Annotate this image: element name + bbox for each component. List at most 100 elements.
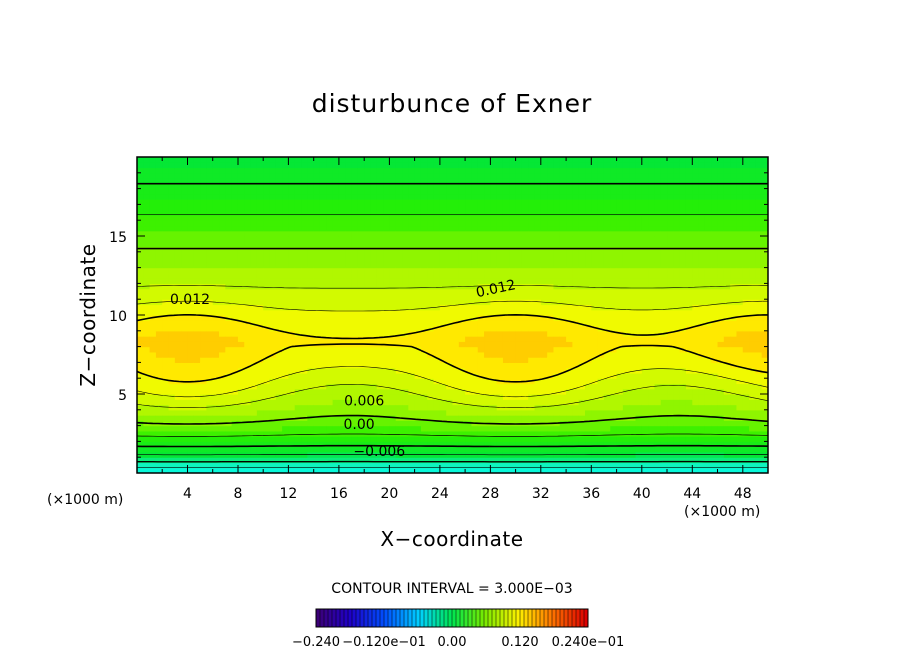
heatmap-cell: [212, 436, 220, 442]
heatmap-cell: [364, 225, 372, 232]
heatmap-cell: [187, 278, 195, 284]
heatmap-cell: [364, 383, 372, 390]
heatmap-cell: [521, 172, 529, 179]
heatmap-cell: [597, 278, 605, 284]
heatmap-cell: [547, 367, 555, 374]
heatmap-cell: [648, 272, 656, 279]
heatmap-cell: [294, 214, 302, 221]
heatmap-cell: [641, 462, 649, 469]
heatmap-cell: [395, 299, 403, 306]
heatmap-cell: [591, 362, 599, 369]
heatmap-cell: [616, 457, 624, 464]
heatmap-cell: [433, 278, 441, 284]
heatmap-cell: [351, 193, 359, 200]
heatmap-cell: [256, 394, 264, 400]
heatmap-cell: [307, 241, 315, 248]
heatmap-cell: [376, 320, 384, 327]
heatmap-cell: [591, 315, 599, 321]
heatmap-cell: [484, 172, 491, 179]
heatmap-cell: [250, 315, 258, 321]
heatmap-cell: [414, 246, 422, 253]
heatmap-cell: [256, 225, 264, 232]
heatmap-cell: [187, 430, 195, 437]
heatmap-cell: [193, 167, 201, 174]
heatmap-cell: [376, 372, 384, 379]
heatmap-cell: [528, 372, 536, 379]
heatmap-cell: [269, 425, 277, 432]
heatmap-cell: [351, 278, 359, 284]
heatmap-cell: [515, 409, 523, 416]
heatmap-cell: [414, 188, 422, 195]
heatmap-cell: [408, 420, 416, 427]
heatmap-cell: [534, 293, 542, 300]
heatmap-cell: [616, 346, 624, 353]
heatmap-cell: [641, 220, 649, 227]
heatmap-cell: [313, 378, 321, 385]
heatmap-cell: [641, 336, 649, 342]
heatmap-cell: [383, 272, 390, 279]
heatmap-cell: [566, 278, 573, 284]
heatmap-cell: [496, 172, 504, 179]
heatmap-cell: [427, 367, 435, 374]
heatmap-cell: [149, 193, 157, 200]
heatmap-cell: [313, 320, 321, 327]
heatmap-cell: [496, 409, 504, 416]
heatmap-cell: [212, 288, 220, 295]
heatmap-cell: [332, 309, 340, 316]
heatmap-cell: [433, 162, 441, 169]
heatmap-cell: [301, 351, 308, 358]
heatmap-cell: [395, 315, 403, 321]
heatmap-cell: [540, 378, 548, 385]
heatmap-cell: [181, 409, 189, 416]
heatmap-cell: [364, 193, 372, 200]
heatmap-cell: [603, 351, 611, 358]
heatmap-cell: [395, 425, 403, 432]
heatmap-cell: [383, 462, 390, 469]
heatmap-cell: [509, 372, 517, 379]
heatmap-cell: [471, 172, 479, 179]
heatmap-cell: [578, 404, 586, 411]
heatmap-cell: [231, 178, 239, 184]
heatmap-cell: [395, 241, 403, 248]
heatmap-cell: [193, 309, 201, 316]
heatmap-cell: [364, 214, 372, 221]
heatmap-cell: [471, 178, 479, 184]
heatmap-cell: [364, 372, 372, 379]
heatmap-cell: [610, 157, 618, 163]
heatmap-cell: [206, 467, 214, 473]
heatmap-cell: [149, 462, 157, 469]
heatmap-cell: [149, 220, 157, 227]
heatmap-cell: [338, 172, 346, 179]
heatmap-cell: [364, 415, 372, 421]
heatmap-cell: [294, 425, 302, 432]
heatmap-cell: [269, 304, 277, 311]
heatmap-cell: [635, 293, 643, 300]
heatmap-cell: [515, 325, 523, 332]
heatmap-cell: [376, 288, 384, 295]
heatmap-cell: [477, 246, 485, 253]
heatmap-cell: [534, 283, 542, 290]
heatmap-cell: [402, 420, 409, 427]
heatmap-cell: [244, 251, 252, 258]
heatmap-cell: [250, 167, 258, 174]
heatmap-cell: [622, 462, 630, 469]
heatmap-cell: [502, 278, 510, 284]
heatmap-cell: [446, 262, 454, 269]
heatmap-cell: [357, 214, 365, 221]
heatmap-cell: [332, 236, 340, 242]
heatmap-cell: [528, 183, 536, 190]
heatmap-cell: [332, 251, 340, 258]
heatmap-cell: [332, 457, 340, 464]
heatmap-cell: [509, 299, 517, 306]
heatmap-cell: [307, 394, 315, 400]
heatmap-cell: [345, 209, 353, 216]
heatmap-cell: [256, 436, 264, 442]
heatmap-cell: [610, 309, 618, 316]
heatmap-cell: [591, 378, 599, 385]
heatmap-cell: [301, 451, 308, 458]
heatmap-cell: [547, 415, 555, 421]
heatmap-cell: [534, 436, 542, 442]
heatmap-cell: [641, 288, 649, 295]
heatmap-cell: [137, 378, 144, 385]
heatmap-cell: [193, 257, 201, 263]
